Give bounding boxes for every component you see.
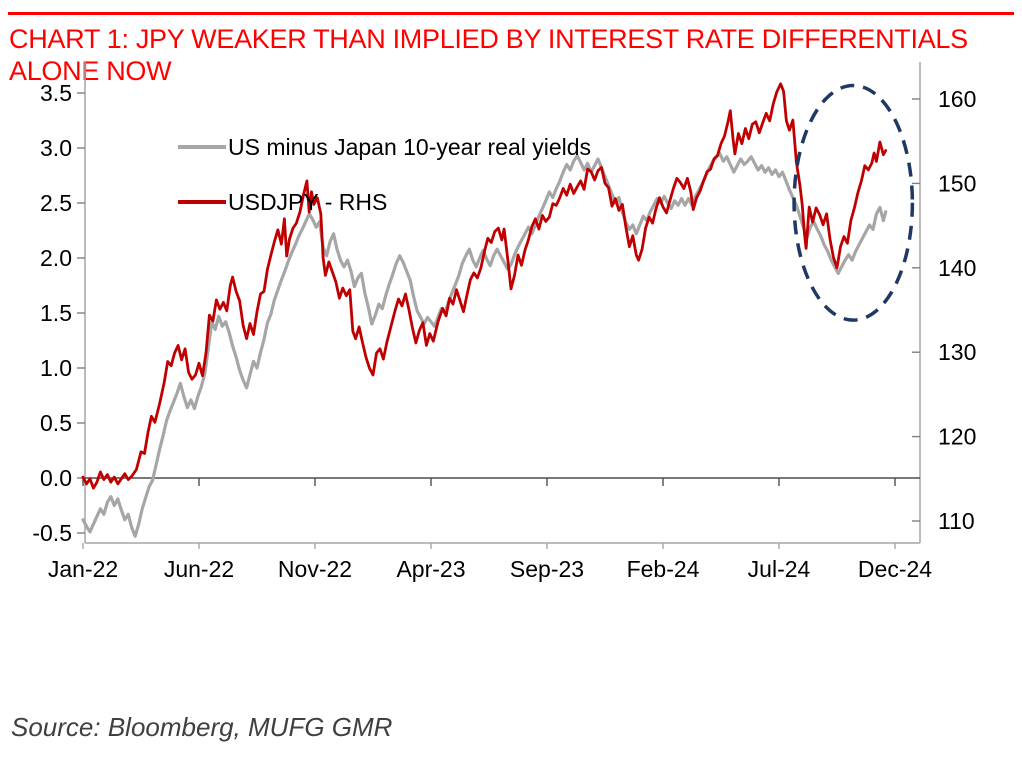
x-axis-label: Jun-22 bbox=[164, 556, 234, 582]
x-axis-label: Feb-24 bbox=[627, 556, 700, 582]
legend-row-usdjpy: USDJPY - RHS bbox=[178, 188, 591, 216]
left-axis-label: 3.0 bbox=[40, 135, 72, 161]
page-title: CHART 1: JPY WEAKER THAN IMPLIED BY INTE… bbox=[9, 24, 968, 86]
left-axis-label: -0.5 bbox=[32, 520, 72, 546]
red-line-swatch bbox=[178, 200, 226, 204]
chart-legend: US minus Japan 10-year real yields USDJP… bbox=[178, 133, 591, 243]
right-axis-label: 160 bbox=[938, 86, 976, 112]
right-axis-label: 130 bbox=[938, 339, 976, 365]
chart-canvas: Jan-22 Jun-22 Nov-22 Apr-23 Sep-23 Feb-24 Jul-… bbox=[32, 62, 976, 582]
x-axis-label: Jul-24 bbox=[748, 556, 811, 582]
x-axis-label: Dec-24 bbox=[858, 556, 932, 582]
x-axis-label: Jan-22 bbox=[48, 556, 118, 582]
highlight-ellipse bbox=[792, 83, 915, 322]
left-axis-label: 3.5 bbox=[40, 80, 72, 106]
left-axis-label: 0.0 bbox=[40, 465, 72, 491]
left-axis-label: 1.0 bbox=[40, 355, 72, 381]
right-axis-label: 140 bbox=[938, 255, 976, 281]
source-attribution: Source: Bloomberg, MUFG GMR bbox=[11, 712, 393, 742]
usdjpy-line bbox=[81, 82, 888, 490]
left-axis-label: 0.5 bbox=[40, 410, 72, 436]
legend-label-yield-differential: US minus Japan 10-year real yields bbox=[228, 133, 592, 160]
right-axis-label: 120 bbox=[938, 424, 976, 450]
x-axis-label: Nov-22 bbox=[278, 556, 352, 582]
left-axis-label: 2.0 bbox=[40, 245, 72, 271]
right-axis-label: 150 bbox=[938, 170, 976, 196]
x-axis-label: Apr-23 bbox=[396, 556, 465, 582]
left-axis-label: 2.5 bbox=[40, 190, 72, 216]
left-axis-label: 1.5 bbox=[40, 300, 72, 326]
legend-label-usdjpy: USDJPY - RHS bbox=[228, 188, 388, 215]
x-axis-label: Sep-23 bbox=[510, 556, 584, 582]
gray-line-swatch bbox=[178, 145, 226, 149]
top-red-rule bbox=[8, 12, 1014, 15]
right-axis-label: 110 bbox=[938, 508, 975, 534]
legend-row-yield-differential: US minus Japan 10-year real yields bbox=[178, 133, 591, 161]
